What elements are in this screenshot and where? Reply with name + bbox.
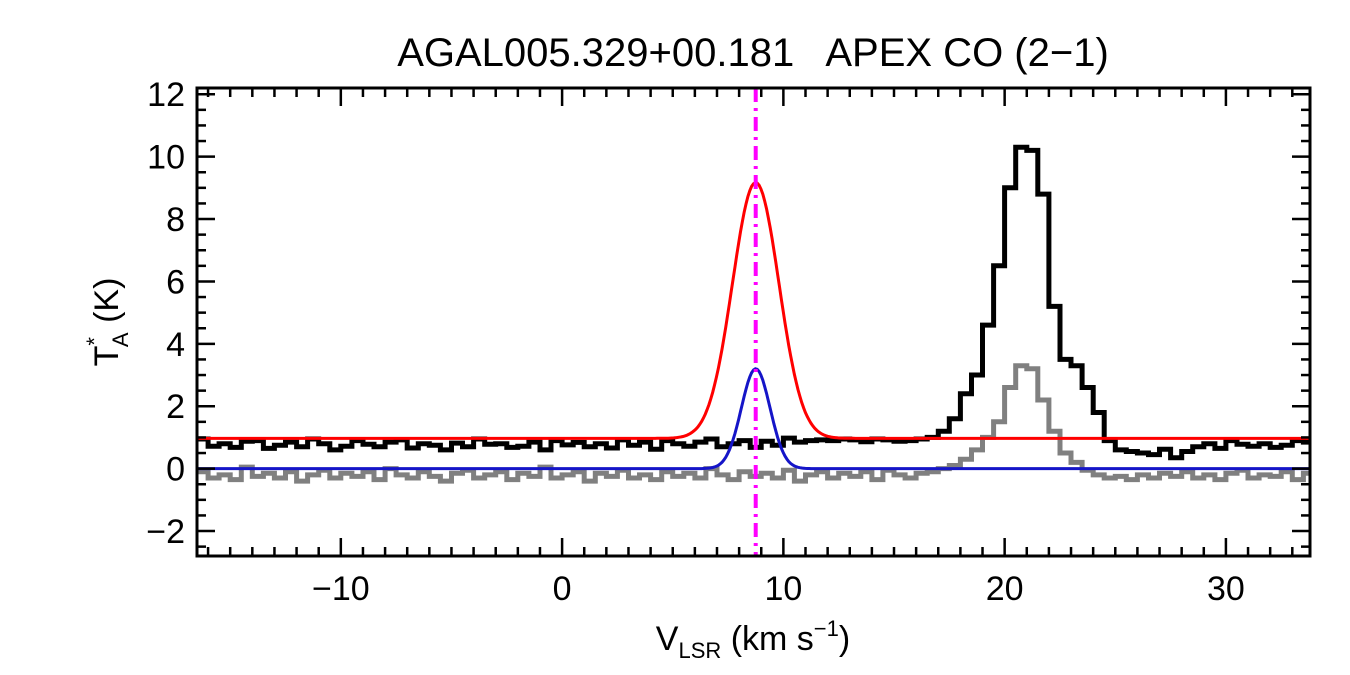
y-tick-labels: −2 0 2 4 6 8 10 12 (146, 76, 185, 551)
x-axis-label-close: ) (839, 620, 850, 658)
plot-frame (195, 86, 1312, 558)
y-tick-label: 12 (147, 76, 185, 114)
x-tick-label: 10 (764, 570, 802, 608)
tick-layer (197, 88, 1310, 556)
y-tick-label: 6 (166, 263, 185, 301)
x-tick-label: 0 (553, 570, 572, 608)
x-axis-label-main: V (656, 620, 679, 658)
x-tick-label: −10 (312, 570, 370, 608)
y-axis-label-sub: A (108, 332, 133, 347)
y-axis-label-rest: (K) (88, 278, 126, 333)
x-axis-label-rest: (km s (721, 620, 814, 658)
observed-spectrum-line (197, 144, 1310, 461)
chart-title: AGAL005.329+00.181 APEX CO (2−1) (397, 31, 1109, 75)
y-tick-label: 0 (166, 451, 185, 489)
y-axis-label: T*A (K) (82, 278, 133, 367)
y-tick-label: 8 (166, 201, 185, 239)
y-axis-label-main: T (88, 346, 126, 367)
x-axis-label: VLSR (km s−1) (656, 616, 850, 663)
y-tick-label: −2 (146, 513, 185, 551)
red-gaussian-fit-line (197, 180, 1310, 440)
reference-spectrum-line (197, 363, 1310, 484)
x-tick-label: 30 (1207, 570, 1245, 608)
x-axis-label-sup: −1 (814, 616, 839, 641)
x-tick-labels: −10 0 10 20 30 (312, 570, 1245, 608)
y-axis-label-sup: * (82, 337, 107, 346)
series-layer (197, 144, 1310, 484)
blue-gaussian-fit-line (197, 367, 1310, 471)
y-tick-label: 10 (147, 139, 185, 177)
x-axis-label-sub: LSR (678, 638, 721, 663)
x-tick-label: 20 (986, 570, 1024, 608)
y-tick-label: 2 (166, 388, 185, 426)
y-tick-label: 4 (166, 326, 185, 364)
